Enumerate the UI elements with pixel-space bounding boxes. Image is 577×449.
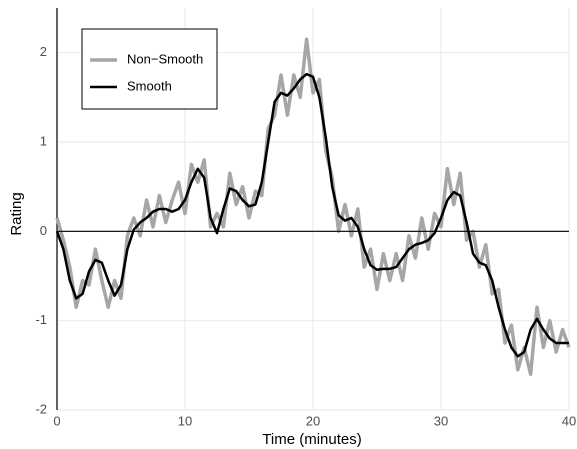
series-line [55, 37, 571, 377]
y-tick-label: 1 [40, 133, 47, 148]
y-tick-label: -1 [35, 312, 47, 327]
y-tick-label: 0 [40, 223, 47, 238]
x-axis-title: Time (minutes) [262, 431, 361, 448]
x-tick-label: 0 [53, 413, 60, 428]
legend-box [81, 28, 218, 110]
y-tick-label: 2 [40, 44, 47, 59]
legend-label: Non−Smooth [127, 51, 203, 66]
x-tick-label: 30 [434, 413, 448, 428]
legend-label: Smooth [127, 78, 172, 93]
y-tick-label: -2 [35, 401, 47, 416]
x-tick-label: 40 [562, 413, 576, 428]
series-line [55, 72, 569, 358]
y-axis-title: Rating [8, 192, 25, 235]
x-tick-label: 20 [306, 413, 320, 428]
x-tick-label: 10 [178, 413, 192, 428]
